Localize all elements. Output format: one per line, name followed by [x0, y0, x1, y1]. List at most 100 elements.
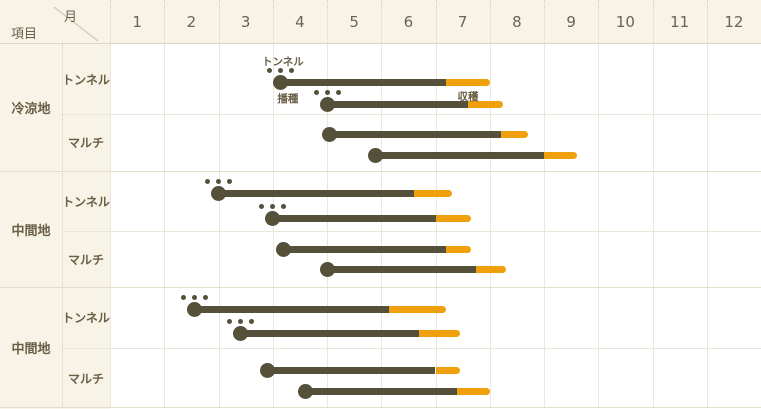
month-header-cell: 1 [132, 13, 142, 31]
grid-vline [381, 0, 383, 44]
sow-dot [322, 126, 338, 142]
grow-bar-segment [272, 214, 436, 222]
harvest-bar-segment [544, 151, 577, 159]
grid-vline [327, 44, 328, 408]
region-label-cell: 中間地 [11, 342, 51, 357]
month-header-cell: 12 [724, 13, 744, 31]
tunnel-dot [216, 178, 221, 184]
harvest-bar-segment [389, 305, 447, 313]
tunnel-dot [191, 294, 197, 300]
tunnel-callout-label: トンネル [261, 56, 304, 68]
grid-vline [272, 44, 274, 408]
tunnel-dot [227, 178, 232, 184]
grow-bar-segment [283, 245, 447, 253]
sow-dot [319, 96, 335, 112]
grid-hline [0, 407, 761, 408]
tunnel-dot [289, 67, 295, 73]
grid-vline [435, 0, 437, 44]
sow-dot [319, 261, 335, 277]
grid-vline [62, 44, 63, 408]
grid-vline [489, 44, 491, 408]
harvest-bar-segment [435, 366, 460, 374]
tunnel-dot [270, 203, 276, 209]
region-label-cell: 中間地 [11, 223, 51, 239]
grid-vline [489, 0, 491, 44]
grid-vline [652, 0, 654, 44]
grow-bar-segment [327, 265, 477, 273]
grid-vline [598, 0, 600, 44]
grow-bar-segment [329, 130, 501, 138]
sow-dot [265, 210, 281, 226]
grow-bar-segment [218, 189, 414, 197]
harvest-annotation-label: 収穫 [457, 91, 479, 103]
grid-vline [544, 44, 545, 408]
sow-annotation-label: 播種 [277, 93, 299, 105]
corner-diagonal-line [53, 6, 99, 42]
month-header-cell: 8 [512, 13, 522, 31]
grid-vline [381, 44, 383, 408]
tunnel-dot [180, 294, 186, 300]
grid-vline [652, 44, 654, 408]
grow-bar-segment [280, 78, 447, 86]
tunnel-dot [226, 318, 232, 324]
tunnel-dot [205, 178, 210, 184]
grow-bar-segment [267, 366, 436, 374]
grow-bar-segment [375, 151, 544, 159]
grid-vline [544, 0, 545, 44]
tunnel-dot [248, 318, 254, 324]
grid-vline [598, 44, 600, 408]
grid-vline [706, 0, 708, 44]
sow-dot [276, 241, 292, 257]
method-label-cell: マルチ [67, 136, 104, 150]
grid-hline [62, 348, 761, 349]
tunnel-dot [278, 67, 284, 73]
grid-vline [218, 0, 220, 44]
grid-vline [272, 0, 274, 44]
tunnel-dot [202, 294, 208, 300]
month-header-row [0, 0, 761, 44]
sow-dot [232, 325, 248, 341]
harvest-bar-segment [435, 214, 471, 222]
grow-bar-segment [240, 329, 420, 337]
month-header-cell: 3 [240, 13, 251, 31]
grid-vline [435, 44, 437, 408]
tunnel-dot [324, 89, 330, 95]
tunnel-dot [335, 89, 341, 95]
grid-hline [62, 114, 761, 115]
harvest-bar-segment [457, 387, 490, 395]
month-header-cell: 7 [457, 13, 468, 31]
month-header-cell: 11 [670, 13, 690, 31]
grid-vline [706, 44, 708, 408]
month-header-cell: 2 [186, 13, 197, 31]
harvest-bar-segment [419, 329, 460, 337]
month-header-cell: 9 [566, 13, 576, 31]
grid-vline [110, 0, 111, 44]
method-label-cell: トンネル [62, 311, 110, 325]
sow-dot [273, 74, 289, 90]
month-header-cell: 4 [295, 13, 305, 31]
grid-vline [164, 0, 166, 44]
grow-bar-segment [327, 100, 469, 108]
month-header-cell: 10 [615, 13, 635, 31]
grid-vline [164, 44, 166, 408]
month-header-cell: 5 [349, 13, 359, 31]
harvest-bar-segment [446, 78, 490, 86]
harvest-bar-segment [413, 189, 452, 197]
sow-dot [211, 185, 226, 201]
method-label-cell: マルチ [67, 371, 104, 386]
sow-dot [368, 147, 384, 163]
tunnel-dot [281, 203, 287, 209]
month-header-cell: 6 [403, 13, 414, 31]
grow-bar-segment [305, 387, 458, 395]
grid-vline [110, 44, 111, 408]
harvest-bar-segment [446, 245, 471, 253]
sow-dot [297, 383, 313, 399]
grid-hline [62, 231, 761, 232]
harvest-bar-segment [476, 265, 507, 273]
method-label-cell: マルチ [67, 252, 104, 267]
grid-hline [0, 171, 761, 172]
harvest-bar-segment [468, 100, 504, 108]
region-label-cell: 冷涼地 [11, 102, 51, 117]
grid-hline [0, 287, 761, 288]
